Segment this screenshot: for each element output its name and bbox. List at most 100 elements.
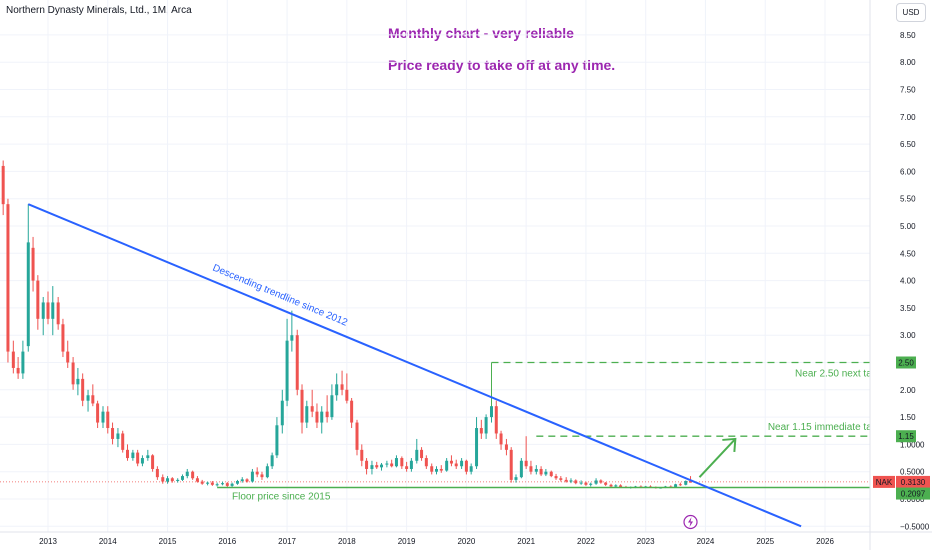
x-tick-label: 2013: [39, 537, 57, 546]
candle-body: [360, 449, 364, 461]
x-tick-label: 2020: [457, 537, 475, 546]
x-tick-label: 2019: [398, 537, 416, 546]
y-tick-label: 0.5000: [900, 468, 925, 477]
candle-body: [400, 458, 404, 467]
candle-body: [41, 302, 45, 319]
candle-body: [405, 466, 409, 469]
candle-body: [475, 428, 479, 467]
candle-body: [435, 468, 438, 472]
floor-tag-bg: [896, 487, 930, 500]
candle-body: [66, 351, 70, 363]
candle-body: [499, 433, 503, 445]
x-tick-label: 2021: [517, 537, 535, 546]
x-tick-label: 2023: [637, 537, 655, 546]
y-tick-label: 3.50: [900, 304, 916, 313]
y-tick-label: 8.50: [900, 31, 916, 40]
candle-body: [609, 484, 613, 487]
candle-body: [180, 476, 184, 480]
y-tick-label: 3.00: [900, 331, 916, 340]
candle-body: [375, 465, 379, 468]
candle-body: [61, 324, 65, 352]
candle-body: [494, 406, 498, 434]
candle-body: [245, 479, 249, 482]
y-tick-label: −0.5000: [900, 522, 930, 531]
target-tag-text: 1.15: [898, 432, 914, 441]
candle-body: [300, 389, 304, 423]
candle-body: [340, 384, 344, 390]
y-tick-label: 2.00: [900, 386, 916, 395]
candle-body: [21, 351, 25, 374]
candle-body: [330, 395, 334, 418]
y-tick-label: 7.50: [900, 86, 916, 95]
candle-body: [305, 406, 309, 423]
trendline-label: Descending trendline since 2012: [211, 263, 350, 329]
candle-body: [484, 417, 488, 434]
x-tick-label: 2018: [338, 537, 356, 546]
y-tick-label: 5.50: [900, 195, 916, 204]
candle-body: [215, 484, 219, 486]
candle-body: [569, 480, 573, 482]
price-tag-bg: [896, 475, 930, 488]
y-axis: 8.50 8.00 7.50 7.00 6.50 6.00 5.50 5.00 4.50 4.00…: [869, 0, 930, 550]
candle-body: [678, 484, 682, 486]
note-line-1: Monthly chart - very reliable: [388, 25, 574, 41]
candle-body: [1, 165, 5, 205]
target-price-tag: 2.50: [896, 356, 916, 369]
symbol-tag-bg: [873, 475, 895, 488]
note-line-2: Price ready to take off at any time.: [388, 57, 616, 73]
candle-body: [290, 335, 294, 341]
candle-body: [210, 482, 214, 485]
candle-body: [310, 406, 314, 412]
candle-body: [250, 471, 254, 482]
candle-body: [295, 335, 299, 390]
x-tick-label: 2022: [577, 537, 595, 546]
candle-body: [240, 479, 244, 481]
candle-body: [31, 247, 35, 281]
candle-body: [534, 468, 538, 472]
x-tick-label: 2025: [756, 537, 774, 546]
target-label: Near 1.15 immediate target: [768, 422, 889, 433]
candle-body: [140, 458, 144, 464]
candle-body: [345, 389, 349, 401]
target-arrow-head: [722, 437, 737, 453]
candle-body: [409, 460, 413, 469]
candle-body: [11, 351, 15, 368]
candle-body: [280, 400, 284, 426]
candle-body: [81, 378, 85, 401]
candle-body: [136, 452, 140, 464]
x-tick-label: 2015: [159, 537, 177, 546]
lightning-icon: [683, 514, 698, 530]
target-tag-text: 2.50: [898, 359, 914, 368]
candle-body: [265, 466, 269, 478]
candle-body: [16, 367, 20, 374]
target-tag-bg: [896, 356, 916, 369]
candle-body: [544, 471, 548, 475]
candle-body: [335, 384, 339, 396]
y-tick-label: 4.50: [900, 249, 916, 258]
candle-body: [125, 449, 129, 459]
candle-body: [170, 478, 174, 481]
floor-tag-text: 0.2097: [901, 490, 926, 499]
candle-body: [454, 463, 458, 467]
candle-body: [390, 463, 394, 467]
y-tick-label: 1.50: [900, 413, 916, 422]
plot-area: Floor price since 2015 Near 2.50 next tar…: [0, 160, 889, 530]
candle-body: [445, 460, 449, 471]
candle-body: [285, 340, 289, 401]
candle-body: [554, 476, 558, 479]
candle-body: [594, 480, 598, 484]
candle-body: [370, 465, 374, 469]
candle-body: [235, 480, 239, 484]
candle-body: [91, 395, 95, 404]
candle-body: [529, 466, 533, 472]
candle-body: [325, 411, 329, 418]
candle-body: [424, 458, 428, 467]
candle-body: [509, 449, 513, 480]
candle-body: [479, 428, 483, 434]
candle-body: [674, 484, 678, 487]
currency-button[interactable]: USD: [896, 3, 926, 22]
candle-body: [166, 478, 170, 482]
candle-body: [689, 480, 693, 483]
candle-body: [489, 406, 493, 418]
